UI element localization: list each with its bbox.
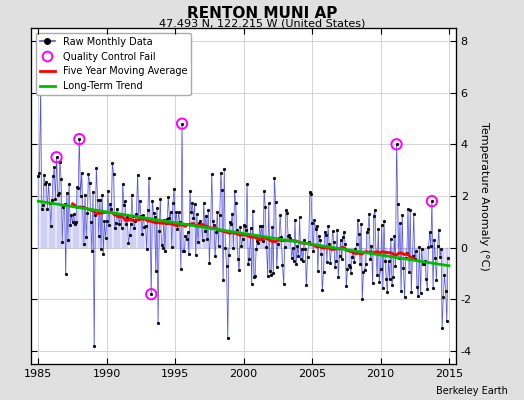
Text: 47.493 N, 122.215 W (United States): 47.493 N, 122.215 W (United States)	[159, 18, 365, 28]
Text: Berkeley Earth: Berkeley Earth	[436, 386, 508, 396]
Point	[178, 120, 186, 127]
Point	[428, 198, 436, 204]
Point	[147, 291, 156, 298]
Point	[75, 136, 83, 142]
Point	[52, 154, 61, 160]
Point	[392, 141, 401, 148]
Legend: Raw Monthly Data, Quality Control Fail, Five Year Moving Average, Long-Term Tren: Raw Monthly Data, Quality Control Fail, …	[36, 33, 191, 95]
Y-axis label: Temperature Anomaly (°C): Temperature Anomaly (°C)	[478, 122, 488, 270]
Text: RENTON MUNI AP: RENTON MUNI AP	[187, 6, 337, 21]
